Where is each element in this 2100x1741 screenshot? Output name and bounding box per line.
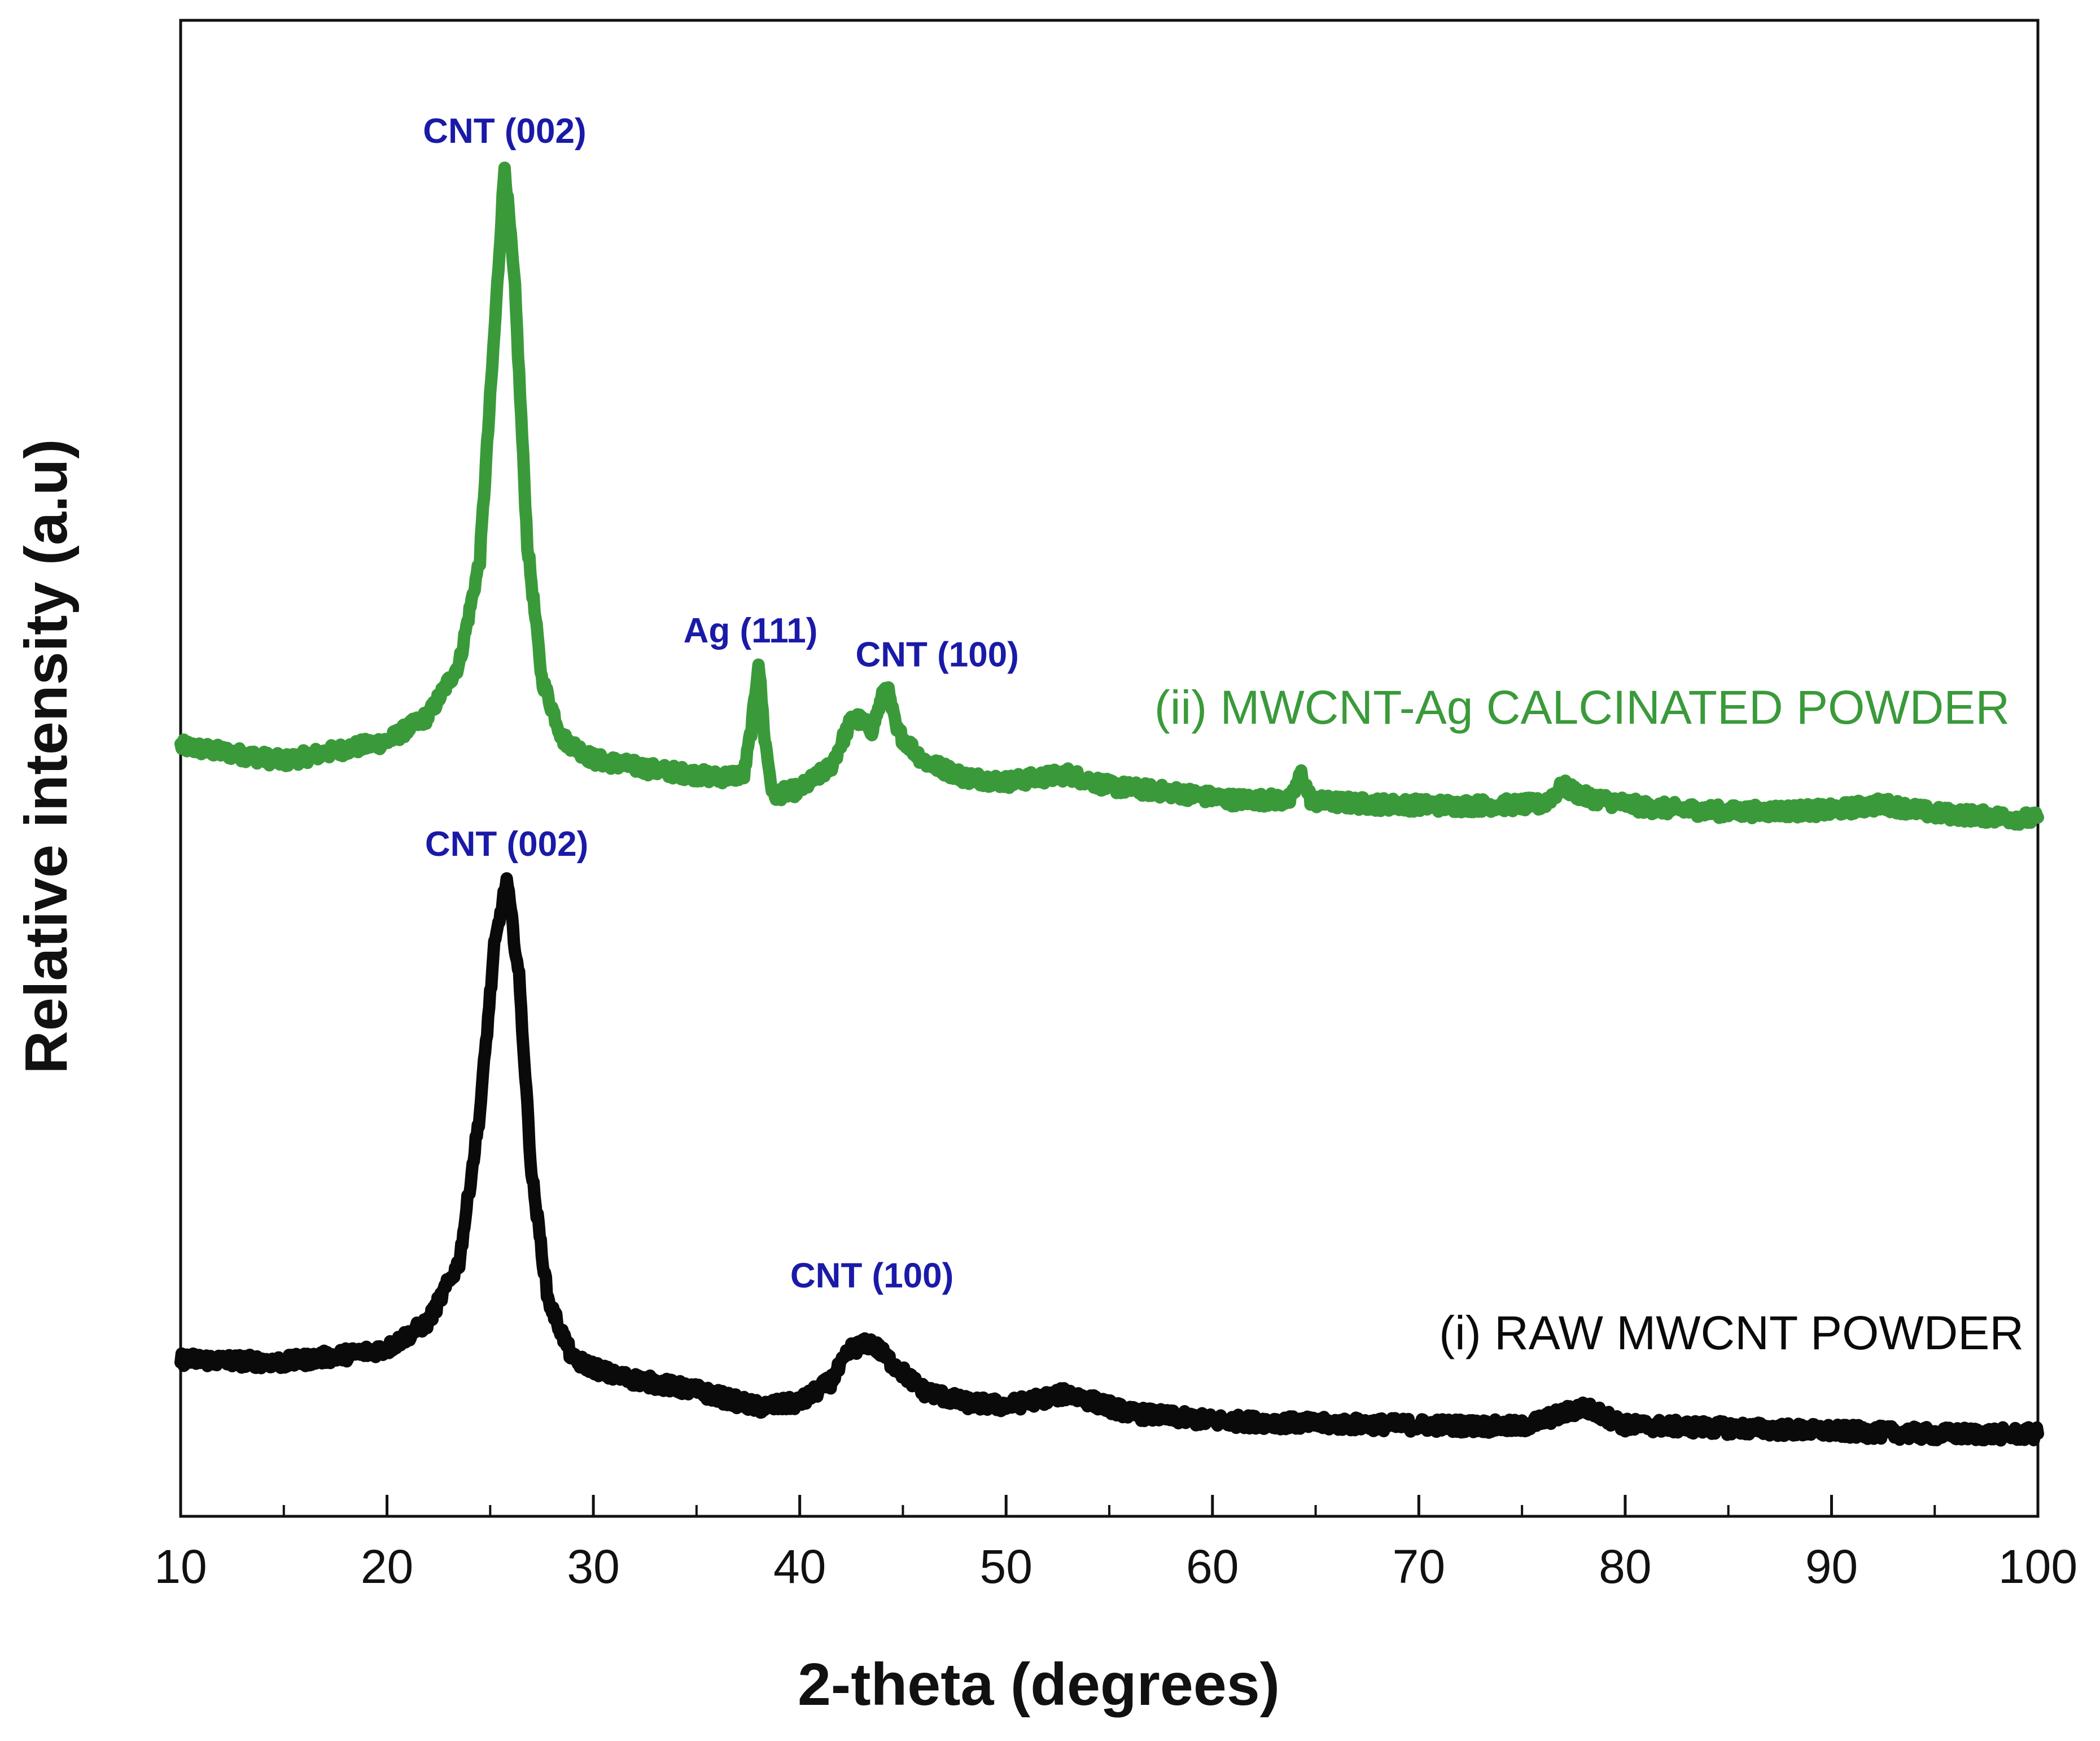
series-line-mwcnt-ag xyxy=(174,161,2044,831)
peak-label: CNT (002) xyxy=(425,825,588,864)
series-label-mwcnt-ag: (ii) MWCNT-Ag CALCINATED POWDER xyxy=(1154,681,2010,734)
x-axis-title: 2-theta (degrees) xyxy=(798,1651,1280,1718)
x-tick-label: 10 xyxy=(154,1540,207,1593)
x-axis-tick-labels: 10 20 30 40 50 60 70 80 90 100 xyxy=(154,1540,2077,1593)
series-line-raw-mwcnt xyxy=(174,872,2044,1447)
series-lines xyxy=(174,161,2044,1447)
peak-label: CNT (100) xyxy=(856,636,1019,675)
plot-frame xyxy=(179,19,2040,1518)
series-label-raw-mwcnt: (i) RAW MWCNT POWDER xyxy=(1439,1306,2024,1359)
peak-label: CNT (100) xyxy=(790,1257,953,1296)
x-tick-label: 60 xyxy=(1186,1540,1239,1593)
x-tick-label: 20 xyxy=(361,1540,413,1593)
x-tick-label: 50 xyxy=(980,1540,1032,1593)
x-tick-label: 40 xyxy=(773,1540,826,1593)
series-labels: (ii) MWCNT-Ag CALCINATED POWDER (i) RAW … xyxy=(1154,681,2024,1359)
peak-annotations: CNT (002) Ag (111) CNT (100) CNT (002) CNT (… xyxy=(423,112,1019,1296)
x-tick-label: 100 xyxy=(1998,1540,2077,1593)
peak-label: Ag (111) xyxy=(684,611,818,650)
x-tick-label: 30 xyxy=(567,1540,619,1593)
x-tick-label: 90 xyxy=(1805,1540,1858,1593)
x-tick-label: 70 xyxy=(1393,1540,1445,1593)
peak-label: CNT (002) xyxy=(423,112,586,151)
x-axis-ticks xyxy=(179,1495,2040,1516)
y-axis-title: Relative intensity (a.u) xyxy=(13,439,80,1074)
x-tick-label: 80 xyxy=(1599,1540,1651,1593)
